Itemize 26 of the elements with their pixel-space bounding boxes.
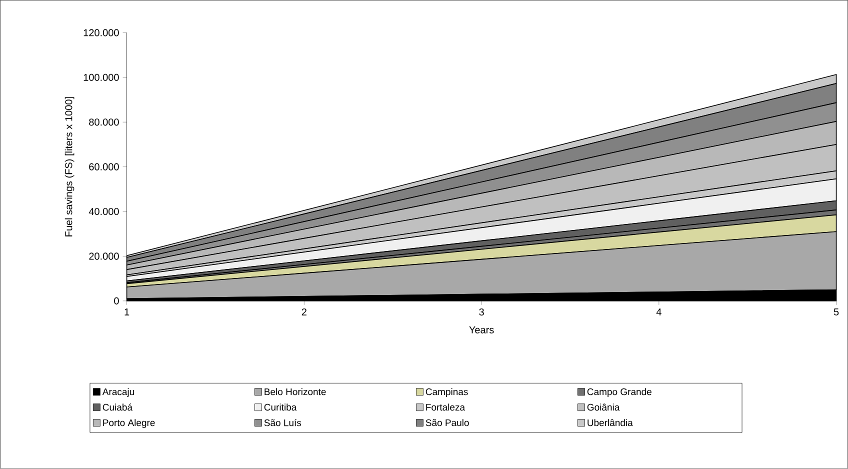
legend-label: Belo Horizonte bbox=[264, 388, 326, 396]
x-tick-label: 2 bbox=[302, 308, 306, 316]
legend-label: Fortaleza bbox=[426, 404, 466, 411]
legend-label: Curitiba bbox=[264, 404, 297, 411]
legend-label: São Paulo bbox=[426, 419, 469, 426]
y-tick-label: 60.000 bbox=[89, 163, 119, 170]
legend-label: Goiânia bbox=[587, 404, 620, 411]
y-tick-label: 20.000 bbox=[89, 252, 119, 260]
legend-label: Cuiabá bbox=[102, 404, 133, 411]
y-tick-label: 40.000 bbox=[88, 208, 119, 216]
x-axis-title: Years bbox=[469, 326, 494, 334]
x-tick-label: 4 bbox=[656, 308, 662, 316]
legend-label: Campo Grande bbox=[587, 388, 652, 398]
legend-label: Campinas bbox=[426, 388, 468, 398]
legend-label: Uberlândia bbox=[588, 419, 633, 426]
legend-label: Porto Alegre bbox=[103, 419, 155, 428]
y-tick-label: 100.000 bbox=[84, 74, 119, 82]
y-tick-label: 80.000 bbox=[89, 118, 119, 126]
x-tick-label: 1 bbox=[124, 308, 130, 316]
y-tick-label: 0 bbox=[114, 298, 119, 305]
x-tick-label: 3 bbox=[479, 308, 484, 316]
legend-label: São Luís bbox=[264, 419, 302, 426]
legend-label: Aracaju bbox=[102, 388, 134, 398]
y-tick-label: 120.000 bbox=[84, 29, 119, 36]
x-tick-label: 5 bbox=[834, 308, 839, 316]
y-axis-title: Fuel savings (FS) [liters x 1000] bbox=[64, 97, 74, 236]
